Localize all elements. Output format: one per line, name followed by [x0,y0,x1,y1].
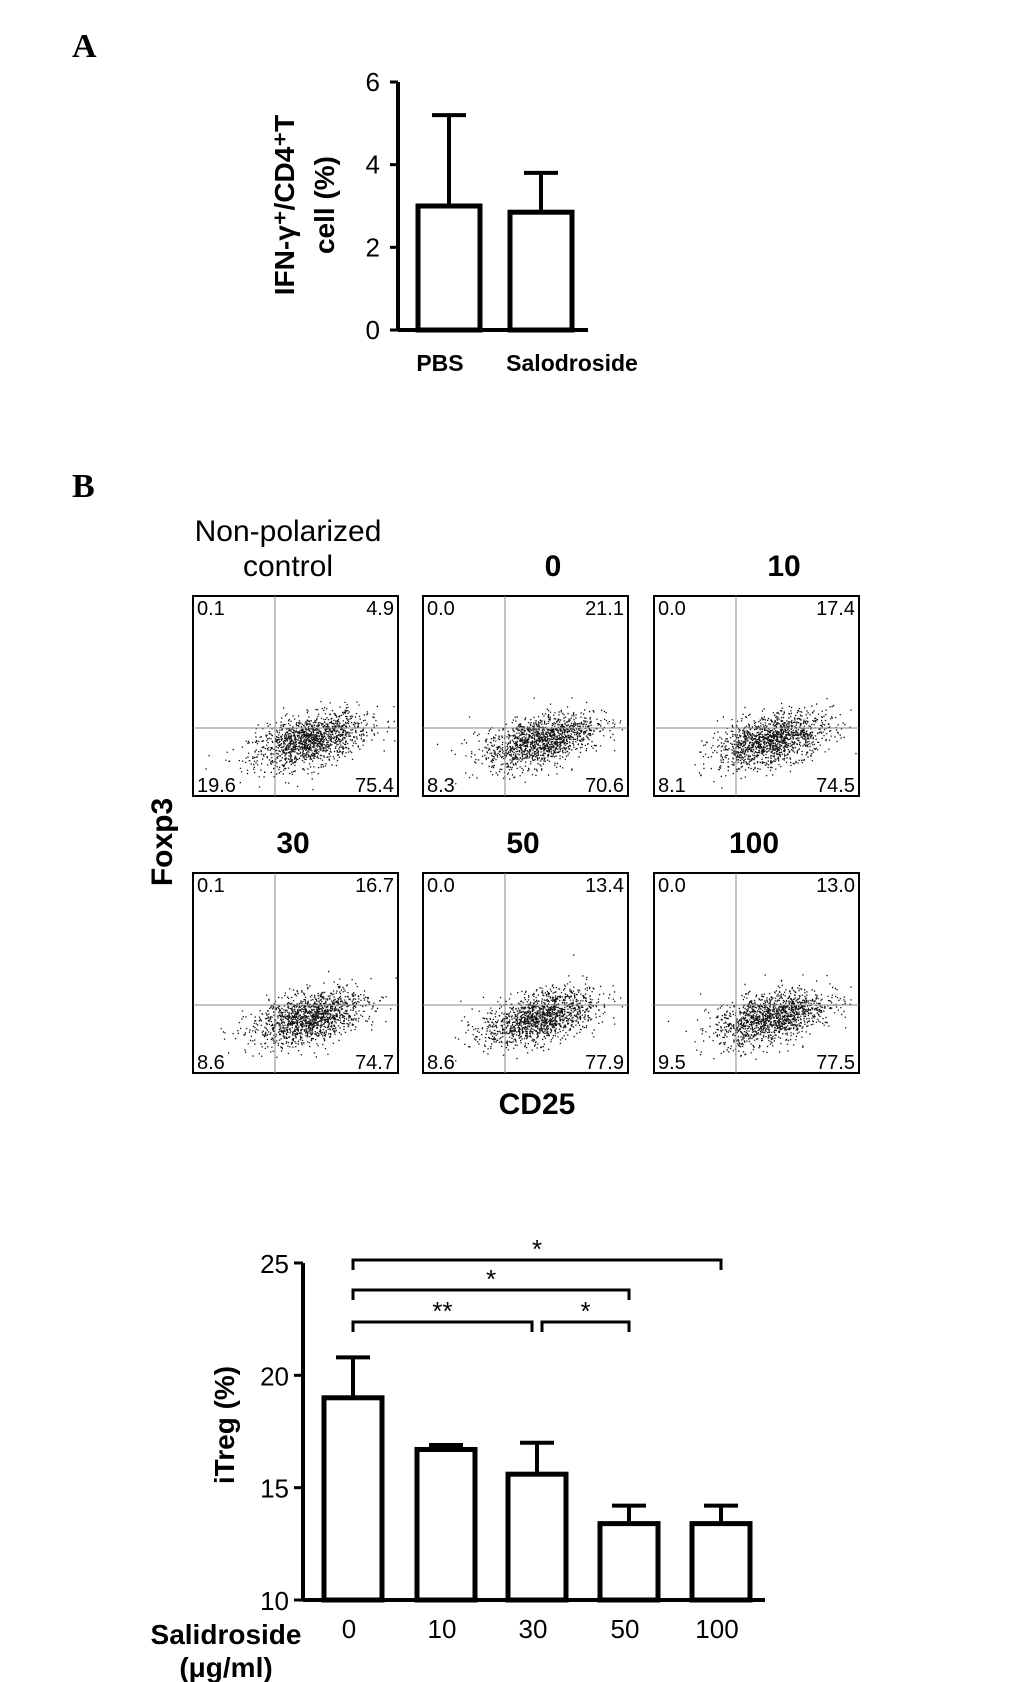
quadrant-lower-right: 74.5 [816,775,855,797]
y-axis-label: iTreg (%) [209,1366,240,1484]
flow-plot: 100 0.0 13.0 9.5 77.5 [653,827,860,1074]
plot-frame [653,872,860,1074]
quadrant-upper-left: 0.1 [197,598,225,620]
x-tick-label: 50 [611,1614,640,1644]
plot-title: 100 [729,827,779,860]
dot-cloud [694,698,857,789]
y-tick-label: 2 [366,232,380,262]
bar [321,1395,385,1603]
dot-cloud [205,701,396,791]
quadrant-upper-right: 16.7 [355,875,394,897]
significance-label: ** [432,1296,452,1326]
plot-frame [192,872,399,1074]
bar [689,1521,753,1603]
x-tick-label: 30 [519,1614,548,1644]
quadrant-upper-right: 17.4 [816,598,855,620]
bar [597,1521,661,1603]
flow-plot: 0 0.0 21.1 8.3 70.6 [422,550,629,797]
significance-bracket [351,1320,534,1332]
ifn-gamma-bar-chart: 0 2 4 6 PBS Salodroside IFN-γ⁺/CD4⁺T cell (%) [269,67,638,376]
flow-plot: 30 0.1 16.7 8.6 74.7 [192,827,399,1074]
plot-title-line-2: control [243,550,333,583]
panel-b-letter: B [72,468,95,505]
y-tick-label: 6 [366,67,380,97]
quadrant-lower-right: 77.9 [585,1052,624,1074]
quadrant-lower-left: 8.1 [658,775,686,797]
quadrant-upper-right: 13.0 [816,875,855,897]
quadrant-lower-left: 9.5 [658,1052,686,1074]
y-axis-label-line-1: IFN-γ⁺/CD4⁺T [269,115,300,295]
quadrant-lower-right: 70.6 [585,775,624,797]
x-tick-label: 0 [342,1614,356,1644]
dot-cloud [454,954,623,1062]
quadrant-lower-left: 8.6 [427,1052,455,1074]
significance-label: * [486,1264,496,1294]
y-tick-label: 4 [366,150,380,180]
significance-bracket [540,1320,631,1332]
plot-frame [653,595,860,797]
bar [415,203,483,333]
flow-y-axis-label: Foxp3 [146,798,179,886]
quadrant-upper-right: 4.9 [366,598,394,620]
quadrant-lower-right: 75.4 [355,775,394,797]
y-tick-label: 20 [260,1361,289,1391]
plot-title: 30 [276,827,309,860]
significance-bracket [351,1288,631,1300]
flow-plot: 50 0.0 13.4 8.6 77.9 [422,827,629,1074]
quadrant-upper-left: 0.1 [197,875,225,897]
significance-label: * [580,1296,590,1326]
bar [414,1446,478,1603]
quadrant-lower-right: 74.7 [355,1052,394,1074]
dot-cloud [220,970,397,1058]
x-tick-label: Salodroside [506,350,638,376]
x-axis-label-line-1: Salidroside [151,1619,302,1650]
quadrant-upper-left: 0.0 [427,875,455,897]
y-tick-label: 25 [260,1249,289,1279]
x-axis-label-line-2: (μg/ml) [179,1652,272,1682]
plot-title: 50 [506,827,539,860]
bar [507,209,575,333]
dot-cloud [667,974,852,1060]
flow-x-axis-label: CD25 [499,1088,576,1121]
y-tick-label: 15 [260,1474,289,1504]
quadrant-upper-right: 21.1 [585,598,624,620]
y-tick-label: 10 [260,1586,289,1616]
plot-title-line-1: Non-polarized [195,515,382,548]
plot-title: 0 [545,550,562,583]
quadrant-lower-left: 8.3 [427,775,455,797]
quadrant-upper-left: 0.0 [427,598,455,620]
flow-plot: 10 0.0 17.4 8.1 74.5 [653,550,860,797]
plot-frame [422,872,629,1074]
x-tick-label: PBS [416,350,463,376]
quadrant-lower-left: 19.6 [197,775,236,797]
quadrant-lower-right: 77.5 [816,1052,855,1074]
quadrant-upper-right: 13.4 [585,875,624,897]
y-tick-label: 0 [366,315,380,345]
y-axis-label-line-2: cell (%) [309,156,340,254]
bar [505,1471,569,1603]
quadrant-upper-left: 0.0 [658,875,686,897]
quadrant-lower-left: 8.6 [197,1052,225,1074]
significance-bracket [351,1258,723,1270]
x-tick-label: 100 [695,1614,738,1644]
significance-label: * [532,1234,542,1264]
plot-title: 10 [767,550,800,583]
panel-a-letter: A [72,28,97,65]
x-tick-label: 10 [428,1614,457,1644]
quadrant-upper-left: 0.0 [658,598,686,620]
